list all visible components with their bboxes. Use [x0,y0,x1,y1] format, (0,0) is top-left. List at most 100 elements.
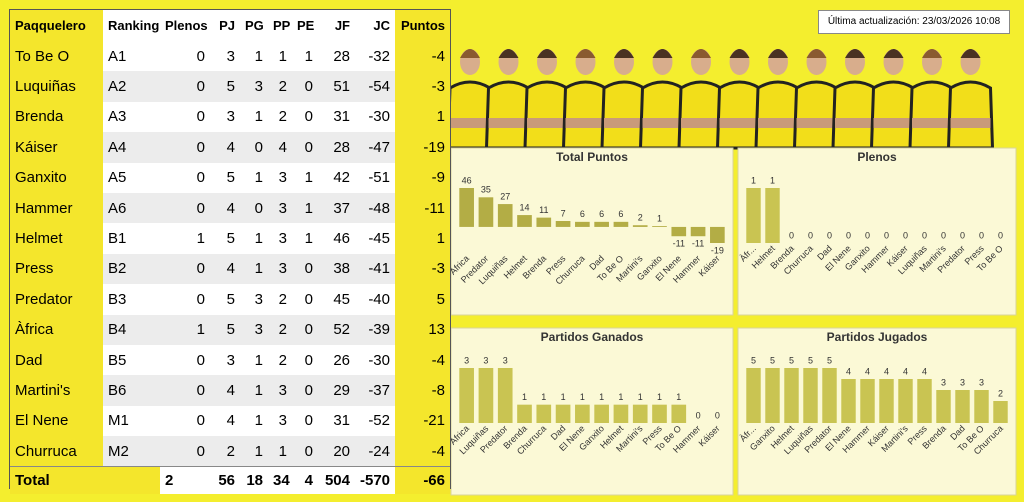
table-cell: 4 [292,466,318,495]
table-cell: 31 [333,412,350,430]
table-cell: 3 [278,230,287,248]
table-cell: 1 [196,230,205,248]
table-cell: 0 [196,412,205,430]
table-cell: 1 [254,47,263,65]
hair [806,49,827,58]
table-cell: A2 [103,71,160,102]
bar [765,188,780,243]
data-label: 1 [541,392,546,402]
table-cell: 4 [210,253,240,285]
arms [912,118,952,128]
data-label: 0 [808,230,813,240]
data-label: 0 [960,230,965,240]
bar [860,379,875,423]
data-label: 27 [500,191,510,201]
data-label: 4 [884,366,889,376]
table-cell: 1 [395,101,450,133]
hair [883,49,904,58]
table-row: Àfrica B4 1 5 3 2 0 52 -39 13 [10,314,450,345]
data-label: 6 [599,209,604,219]
chart-panel [737,147,1017,316]
table-row: Martini's B6 0 4 1 3 0 29 -37 -8 [10,375,450,406]
table-cell: A3 [108,108,127,126]
table-cell: -54 [355,71,395,102]
data-label: 1 [561,392,566,402]
table-cell: -570 [355,466,395,495]
table-cell: -21 [395,405,450,437]
header-cell: JF [318,10,355,41]
data-label: 3 [483,355,488,365]
chart-panel [450,327,734,496]
table-cell: -24 [355,436,395,467]
table-cell: B5 [108,351,127,369]
arms [527,118,567,128]
hair [691,49,711,58]
data-label: 4 [846,366,851,376]
bar [594,221,609,227]
data-label: 3 [979,377,984,387]
table-cell: 1 [292,192,318,224]
chart-panel [450,147,734,316]
bar [652,226,667,227]
data-label: 1 [676,392,681,402]
table-cell: 3 [268,375,292,406]
table-cell: -52 [368,412,390,430]
data-label: 1 [638,392,643,402]
table-cell: 0 [160,253,210,285]
data-label: 11 [539,205,548,215]
table-cell: To Be O [10,41,103,72]
bar [765,368,780,423]
table-cell: 52 [318,314,355,345]
hair [922,49,942,58]
table-cell: 5 [210,314,240,345]
table-cell: -47 [355,132,395,163]
data-label: 1 [522,392,527,402]
table-cell: B1 [108,230,127,248]
header-cell: JC [355,10,395,41]
table-cell: 0 [160,192,210,224]
table-cell: 26 [333,351,350,369]
table-cell: B3 [108,290,127,308]
table-row: Predator B3 0 5 3 2 0 45 -40 5 [10,284,450,315]
table-cell: M1 [108,412,129,430]
standings-table: Paqquelero Ranking Plenos PJ PG PP PE JF JC Punto… [9,9,451,495]
data-label: 3 [464,355,469,365]
table-cell: 1 [304,47,313,65]
table-cell: -39 [355,314,395,345]
table-cell: 1 [254,169,263,187]
bar [459,188,474,227]
table-cell: 0 [304,108,313,126]
table-cell: Press [10,253,103,285]
table-row: Churruca M2 0 2 1 1 0 20 -24 -4 [10,436,450,467]
table-cell: 0 [196,290,205,308]
update-label: Última actualización: 23/03/2026 10:08 [818,10,1010,34]
bar [632,404,648,423]
table-cell: 1 [254,412,263,430]
bar [671,226,687,237]
table-cell: 1 [254,108,263,126]
table-cell: A6 [103,192,160,224]
bar [974,390,989,423]
data-label: 0 [827,230,832,240]
arms [719,118,760,128]
table-cell: Predator [10,284,103,315]
table-cell: 0 [196,351,205,369]
table-cell: -30 [368,108,390,126]
table-cell: 4 [210,132,240,163]
table-cell: 38 [318,253,355,285]
table-cell: 2 [278,351,287,369]
table-cell: 4 [210,375,240,406]
table-cell: 1 [240,375,268,406]
table-cell: 31 [333,108,350,126]
table-cell: 29 [318,375,355,406]
bar [575,221,590,227]
data-label: 1 [751,175,756,185]
data-label: -11 [692,239,704,249]
data-label: 5 [770,355,775,365]
hair [768,49,788,58]
data-label: 1 [599,392,604,402]
table-cell: 1 [240,436,268,467]
table-cell: -40 [368,290,390,308]
table-cell: 1 [254,351,263,369]
table-cell: 5 [226,230,235,248]
